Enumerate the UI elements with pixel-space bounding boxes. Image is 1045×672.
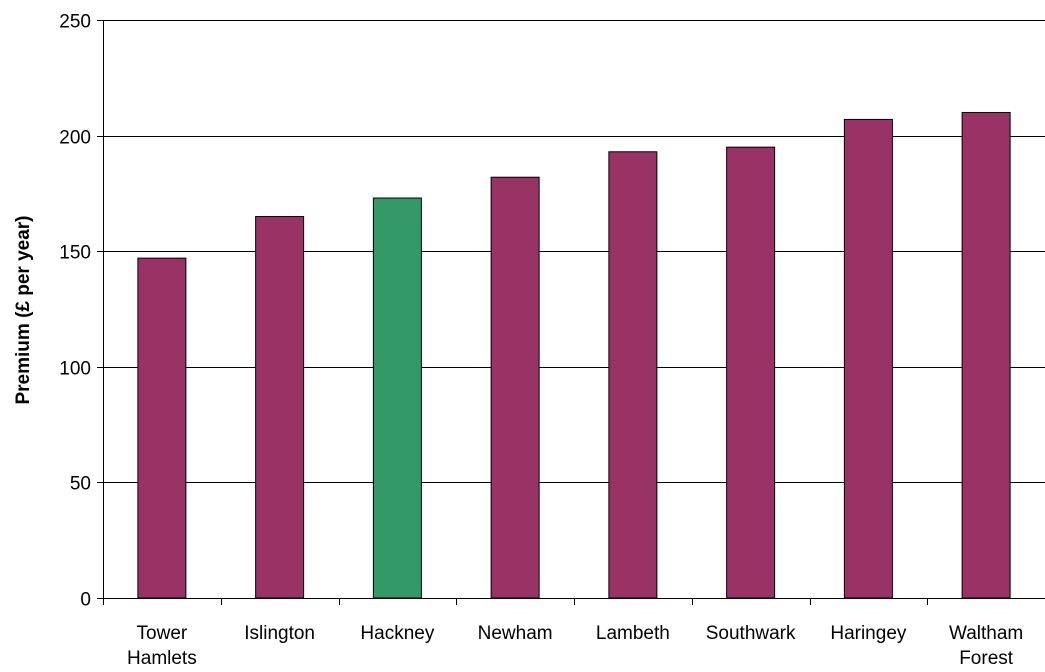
x-category-label: Newham [478, 623, 553, 644]
x-category-label: Haringey [830, 623, 907, 644]
x-category-label: Forest [959, 648, 1014, 669]
y-tick-label: 100 [59, 359, 91, 380]
x-category-label: Hackney [360, 623, 434, 644]
y-axis-title: Premium (£ per year) [13, 215, 34, 404]
gridlines [103, 20, 1045, 483]
bar [608, 151, 658, 599]
bar [255, 216, 305, 599]
y-tick-label: 250 [59, 12, 91, 33]
x-category-label: Tower [137, 623, 188, 644]
x-category-label: Islington [244, 623, 315, 644]
x-axis-labels: Tower Hamlets Islington Hackney Newham Lambet… [127, 623, 1023, 669]
bar [961, 111, 1011, 599]
x-category-label: Lambeth [596, 623, 670, 644]
y-tick-label: 0 [80, 590, 91, 611]
bar [843, 118, 893, 599]
y-axis-ticks: 0 50 100 150 200 250 [59, 12, 103, 611]
bar [372, 197, 422, 599]
x-category-label: Hamlets [127, 648, 197, 669]
axes [103, 20, 1045, 605]
bar [726, 146, 776, 599]
y-tick-label: 200 [59, 128, 91, 149]
y-tick-label: 150 [59, 243, 91, 264]
bars [137, 111, 1011, 599]
x-category-label: Southwark [706, 623, 796, 644]
bar [490, 176, 540, 599]
x-category-label: Waltham [949, 623, 1023, 644]
bar [137, 257, 187, 599]
y-tick-label: 50 [70, 474, 91, 495]
